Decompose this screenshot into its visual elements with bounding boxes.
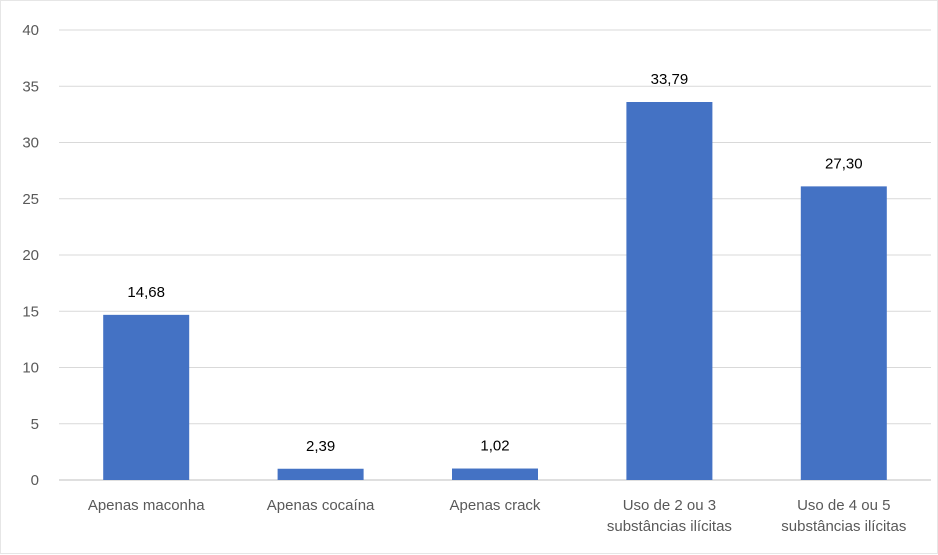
bars bbox=[103, 102, 887, 480]
bar bbox=[103, 314, 190, 480]
bar bbox=[452, 468, 538, 480]
y-tick-label: 40 bbox=[22, 22, 39, 39]
bar bbox=[277, 468, 364, 480]
y-tick-label: 15 bbox=[22, 303, 39, 320]
y-tick-label: 0 bbox=[31, 472, 39, 489]
gridlines bbox=[59, 29, 931, 481]
x-tick-label: substâncias ilícitas bbox=[607, 518, 732, 535]
x-tick-label: substâncias ilícitas bbox=[781, 518, 906, 535]
data-label: 1,02 bbox=[480, 438, 509, 455]
y-tick-label: 10 bbox=[22, 360, 39, 377]
data-labels: 14,68 2,39 1,02 33,79 27,30 bbox=[127, 71, 862, 455]
x-tick-label: Uso de 2 ou 3 bbox=[623, 497, 716, 514]
y-tick-label: 30 bbox=[22, 135, 39, 152]
data-label: 2,39 bbox=[306, 438, 335, 455]
x-axis-labels: Apenas maconha Apenas cocaína Apenas crack… bbox=[88, 497, 907, 535]
data-label: 14,68 bbox=[127, 284, 165, 301]
y-axis-ticks: 0 5 10 15 20 25 30 35 40 bbox=[22, 22, 39, 489]
bar bbox=[800, 186, 887, 480]
data-label: 33,79 bbox=[651, 71, 689, 88]
y-tick-label: 35 bbox=[22, 78, 39, 95]
x-tick-label: Apenas cocaína bbox=[267, 497, 375, 514]
y-tick-label: 25 bbox=[22, 191, 39, 208]
bar bbox=[626, 102, 713, 480]
y-tick-label: 20 bbox=[22, 247, 39, 264]
x-tick-label: Apenas maconha bbox=[88, 497, 205, 514]
y-tick-label: 5 bbox=[31, 416, 39, 433]
data-label: 27,30 bbox=[825, 155, 863, 172]
x-tick-label: Apenas crack bbox=[450, 497, 541, 514]
x-tick-label: Uso de 4 ou 5 bbox=[797, 497, 890, 514]
